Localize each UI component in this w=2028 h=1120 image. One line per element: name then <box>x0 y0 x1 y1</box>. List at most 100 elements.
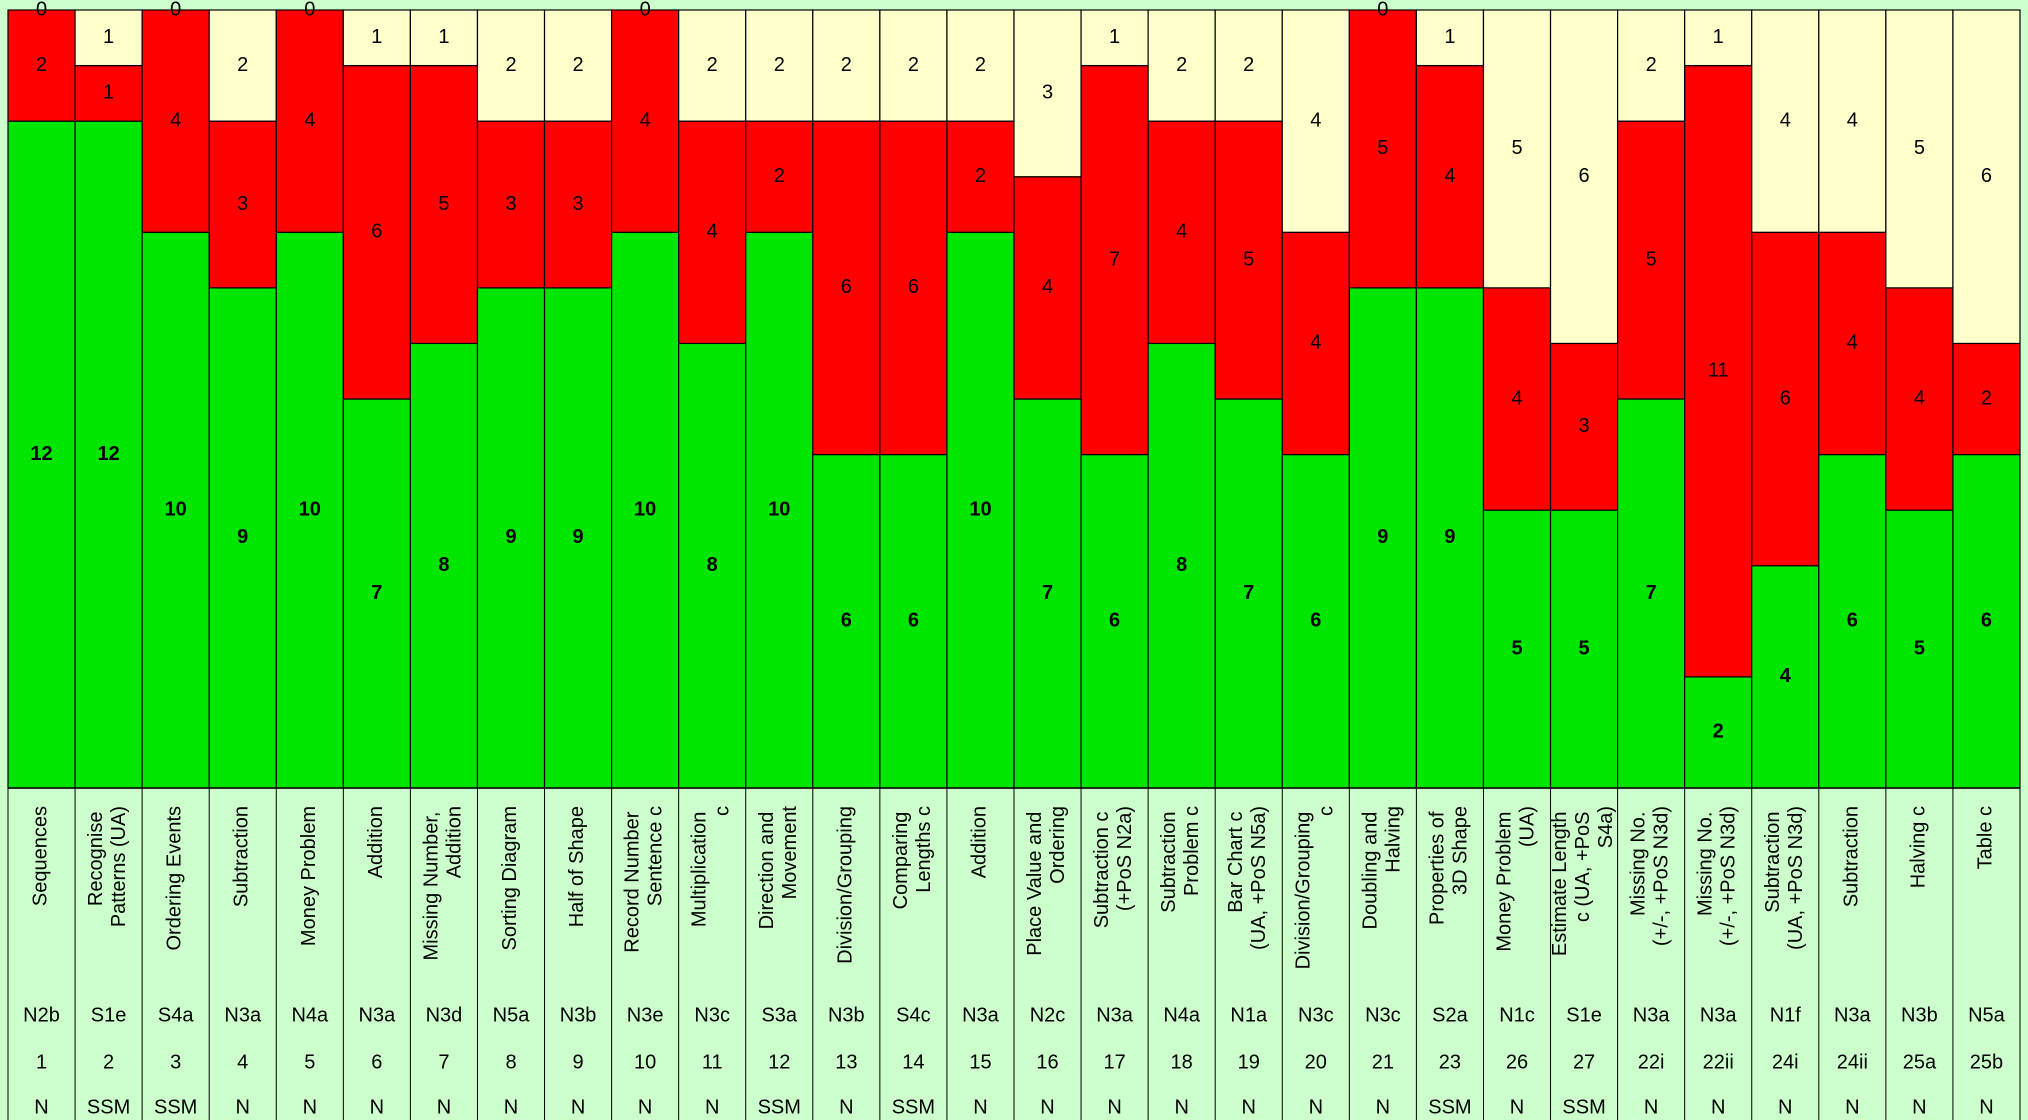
number-label: 27 <box>1573 1051 1595 1073</box>
value-label: 5 <box>1511 137 1522 159</box>
bar-segment <box>1684 676 1753 789</box>
category-label: Subtraction Problem c <box>1158 806 1203 913</box>
bar-segment <box>1885 9 1954 289</box>
number-label: 21 <box>1372 1051 1394 1073</box>
strand-label: N <box>370 1096 384 1118</box>
bar-segment <box>812 9 881 122</box>
code-label: N1c <box>1499 1004 1535 1026</box>
strand-label: SSM <box>154 1096 197 1118</box>
value-label: 2 <box>505 54 516 76</box>
value-label: 0 <box>36 0 47 20</box>
value-label: 10 <box>768 498 790 520</box>
category-label: Addition <box>365 806 387 878</box>
strand-label: N <box>638 1096 652 1118</box>
strand-label: N <box>1979 1096 1993 1118</box>
value-label: 0 <box>1377 0 1388 20</box>
value-label: 11 <box>1708 359 1729 381</box>
bar-segment <box>1281 453 1350 789</box>
value-label: 7 <box>1243 582 1254 604</box>
bar-segment <box>1080 453 1149 789</box>
value-label: 12 <box>97 443 119 465</box>
strand-label: N <box>1107 1096 1121 1118</box>
category-label: Missing No. (+/-, +PoS N3d) <box>1628 806 1673 946</box>
bar-segment <box>208 287 277 789</box>
value-label: 10 <box>634 498 656 520</box>
strand-label: N <box>973 1096 987 1118</box>
bar-segment <box>1616 9 1686 122</box>
number-label: 7 <box>438 1051 449 1073</box>
value-label: 10 <box>165 498 187 520</box>
value-label: 2 <box>841 54 852 76</box>
value-label: 6 <box>841 610 852 632</box>
code-label: S1e <box>91 1004 127 1026</box>
number-label: 13 <box>835 1051 857 1073</box>
bar-segment <box>1818 453 1887 789</box>
bar-segment <box>275 231 344 789</box>
bar-segment <box>1415 9 1485 67</box>
category-label: Division/Grouping c <box>1293 806 1338 969</box>
strand-label: SSM <box>758 1096 801 1118</box>
value-label: 6 <box>841 276 852 298</box>
bar-segment <box>610 231 680 789</box>
bar-segment <box>1348 9 1418 289</box>
value-label: 7 <box>1042 582 1053 604</box>
number-label: 19 <box>1238 1051 1260 1073</box>
value-label: 0 <box>170 0 181 20</box>
value-label: 2 <box>774 54 785 76</box>
code-label: N2c <box>1030 1004 1066 1026</box>
number-label: 9 <box>573 1051 584 1073</box>
category-label: Doubling and Halving <box>1360 806 1405 929</box>
code-label: N3a <box>1700 1004 1738 1026</box>
bar-segment <box>275 9 344 233</box>
strand-label: SSM <box>1562 1096 1605 1118</box>
number-label: 20 <box>1305 1051 1327 1073</box>
strand-label: N <box>236 1096 250 1118</box>
number-label: 10 <box>634 1051 656 1073</box>
bar-segment <box>476 287 546 789</box>
category-label: Division/Grouping <box>835 806 857 964</box>
code-label: N3a <box>1096 1004 1134 1026</box>
value-label: 1 <box>1109 26 1120 48</box>
bar-segment <box>1214 398 1283 789</box>
code-label: N3c <box>694 1004 730 1026</box>
category-label: Subtraction (UA, +PoS N3d) <box>1762 806 1807 950</box>
category-label: Subtraction <box>231 806 253 907</box>
category-label: Addition <box>969 806 991 878</box>
bar-segment <box>1080 9 1149 67</box>
number-label: 5 <box>304 1051 315 1073</box>
strand-label: N <box>1309 1096 1323 1118</box>
number-label: 26 <box>1506 1051 1528 1073</box>
strand-label: N <box>1778 1096 1792 1118</box>
value-label: 2 <box>707 54 718 76</box>
value-label: 6 <box>908 610 919 632</box>
strand-label: N <box>705 1096 719 1118</box>
value-label: 12 <box>30 443 52 465</box>
number-label: 3 <box>170 1051 181 1073</box>
value-label: 3 <box>573 193 584 215</box>
value-label: 2 <box>237 54 248 76</box>
value-label: 4 <box>707 221 718 243</box>
value-label: 2 <box>1713 721 1724 743</box>
strand-label: N <box>1510 1096 1524 1118</box>
strand-label: N <box>1242 1096 1256 1118</box>
value-label: 5 <box>1646 248 1657 270</box>
category-label: Table c <box>1975 806 1997 869</box>
code-label: N3d <box>426 1004 463 1026</box>
bar-segment <box>342 9 412 67</box>
value-label: 3 <box>505 193 516 215</box>
value-label: 4 <box>170 109 181 131</box>
code-label: N3e <box>627 1004 664 1026</box>
value-label: 4 <box>1310 332 1321 354</box>
value-label: 4 <box>1914 387 1925 409</box>
category-label: Properties of 3D Shape <box>1427 806 1472 925</box>
value-label: 8 <box>1176 554 1187 576</box>
value-label: 6 <box>1310 610 1321 632</box>
category-label: Money Problem (UA) <box>1494 806 1539 952</box>
number-label: 23 <box>1439 1051 1461 1073</box>
bar-segment <box>1885 287 1954 511</box>
value-label: 2 <box>975 165 986 187</box>
bar-segment <box>1952 342 2021 456</box>
category-label: Multiplication c <box>689 806 734 927</box>
bar-segment <box>476 120 546 289</box>
number-label: 24ii <box>1837 1051 1868 1073</box>
